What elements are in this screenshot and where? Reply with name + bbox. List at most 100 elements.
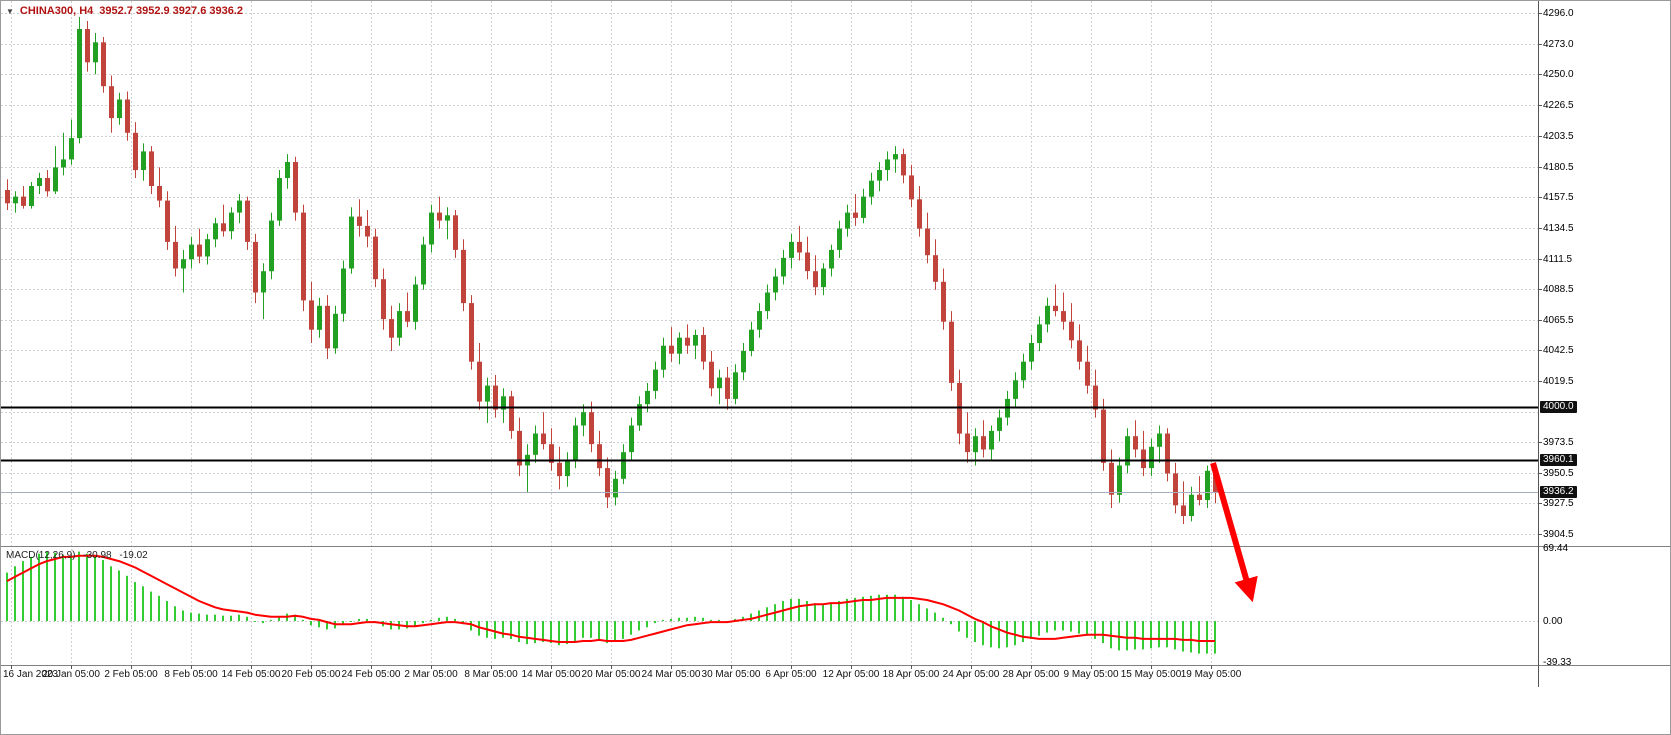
time-axis-label: 18 Apr 05:00: [882, 669, 940, 680]
macd-axis-label: -39.33: [1543, 657, 1572, 669]
candle-bull: [189, 244, 194, 260]
price-scale[interactable]: 4296.0 4273.0 4250.0 4226.5 4203.5 4180.5 4157…: [1539, 1, 1670, 687]
candle-bull: [789, 241, 794, 258]
macd-histogram-bar: [342, 621, 344, 626]
macd-histogram-bar: [38, 553, 40, 621]
candle-bull: [829, 249, 834, 269]
candle-bull: [501, 396, 506, 410]
price-axis-label: 4065.5: [1543, 314, 1574, 326]
macd-histogram-bar: [6, 572, 8, 621]
candle-bull: [693, 335, 698, 346]
candle-bear: [133, 132, 138, 171]
macd-histogram-bar: [830, 603, 832, 621]
macd-histogram-bar: [870, 595, 872, 621]
candle-bull: [637, 404, 642, 426]
candle-bear: [725, 377, 730, 399]
time-axis-label: 8 Mar 05:00: [464, 669, 518, 680]
macd-histogram-bar: [574, 621, 576, 641]
time-axis-label: 15 May 05:00: [1120, 669, 1182, 680]
candle-bull: [445, 215, 450, 221]
time-axis-label: 28 Apr 05:00: [1002, 669, 1060, 680]
time-scale[interactable]: 16 Jan 2023 20 Jan 05:00 2 Feb 05:00 8 Feb …: [1, 667, 1538, 685]
macd-histogram-bar: [990, 621, 992, 648]
candle-bull: [989, 430, 994, 450]
candle-bull: [37, 178, 42, 186]
chart-canvas[interactable]: [1, 1, 1671, 687]
price-axis-label: 4111.5: [1543, 253, 1573, 265]
candle-bear: [685, 337, 690, 346]
candle-bull: [285, 162, 290, 178]
candle-bear: [901, 154, 906, 176]
macd-histogram-bar: [526, 621, 528, 645]
macd-histogram-bar: [1006, 621, 1008, 648]
candle-bear: [925, 228, 930, 256]
candle-bull: [93, 42, 98, 63]
macd-histogram-bar: [614, 621, 616, 642]
macd-histogram-bar: [238, 614, 240, 621]
macd-histogram-bar: [502, 621, 504, 638]
macd-histogram-bar: [1102, 621, 1104, 644]
candle-bull: [1013, 380, 1018, 399]
candle-bear: [981, 436, 986, 450]
macd-histogram-bar: [406, 621, 408, 629]
macd-histogram-bar: [1046, 621, 1048, 633]
collapse-arrow-icon[interactable]: ▼: [6, 6, 14, 16]
macd-histogram-bar: [62, 554, 64, 621]
candle-bull: [573, 425, 578, 461]
trend-arrow[interactable]: [1210, 462, 1258, 603]
macd-histogram-bar: [494, 621, 496, 639]
macd-histogram-bar: [1134, 621, 1136, 650]
macd-histogram-bar: [14, 566, 16, 621]
macd-histogram-bar: [942, 617, 944, 621]
candle-bear: [797, 241, 802, 253]
macd-histogram-bar: [310, 621, 312, 626]
candle-bear: [1181, 505, 1186, 516]
macd-axis-label: 0.00: [1543, 616, 1563, 627]
candle-bull: [29, 186, 34, 206]
macd-histogram-bar: [966, 621, 968, 638]
price-axis-label: 3950.5: [1543, 467, 1574, 479]
candle-bull: [621, 452, 626, 479]
candle-bear: [709, 361, 714, 389]
macd-signal-line: [6, 554, 1215, 643]
candle-bear: [45, 178, 50, 192]
candle-bear: [965, 433, 970, 453]
macd-histogram-bar: [1038, 621, 1040, 636]
candle-bull: [821, 268, 826, 288]
time-axis-label: 2 Mar 05:00: [404, 669, 458, 680]
candle-bull: [1205, 470, 1210, 501]
candle-bull: [181, 259, 186, 269]
candle-bear: [309, 300, 314, 330]
macd-histogram-bar: [854, 597, 856, 621]
candle-bull: [973, 436, 978, 453]
candle-bear: [917, 199, 922, 229]
candle-bear: [669, 345, 674, 354]
candle-bear: [1061, 311, 1066, 322]
price-axis-label: 4157.5: [1543, 192, 1574, 204]
candle-bear: [1133, 436, 1138, 450]
candle-bear: [461, 249, 466, 304]
macd-histogram-bar: [622, 621, 624, 639]
macd-histogram-bar: [22, 561, 24, 621]
macd-histogram-bar: [270, 619, 272, 621]
macd-histogram-bar: [454, 618, 456, 621]
macd-histogram-bar: [550, 621, 552, 644]
candle-bull: [397, 311, 402, 338]
candle-bull: [677, 337, 682, 354]
time-axis-label: 9 May 05:00: [1063, 669, 1119, 680]
time-axis-label: 20 Mar 05:00: [581, 669, 641, 680]
candle-bear: [101, 42, 106, 87]
macd-histogram-bar: [1094, 621, 1096, 639]
macd-histogram-bar: [1086, 621, 1088, 636]
candle-bear: [1069, 321, 1074, 341]
macd-histogram-bar: [590, 621, 592, 638]
macd-histogram-bar: [694, 616, 696, 621]
candle-bull: [741, 351, 746, 373]
macd-histogram-bar: [1062, 621, 1064, 631]
price-axis-label: 3904.5: [1543, 529, 1574, 540]
macd-histogram-bar: [1078, 621, 1080, 634]
candle-bear: [1141, 449, 1146, 469]
candle-bear: [1165, 433, 1170, 474]
macd-histogram-bar: [86, 553, 88, 621]
candle-bull: [757, 311, 762, 330]
